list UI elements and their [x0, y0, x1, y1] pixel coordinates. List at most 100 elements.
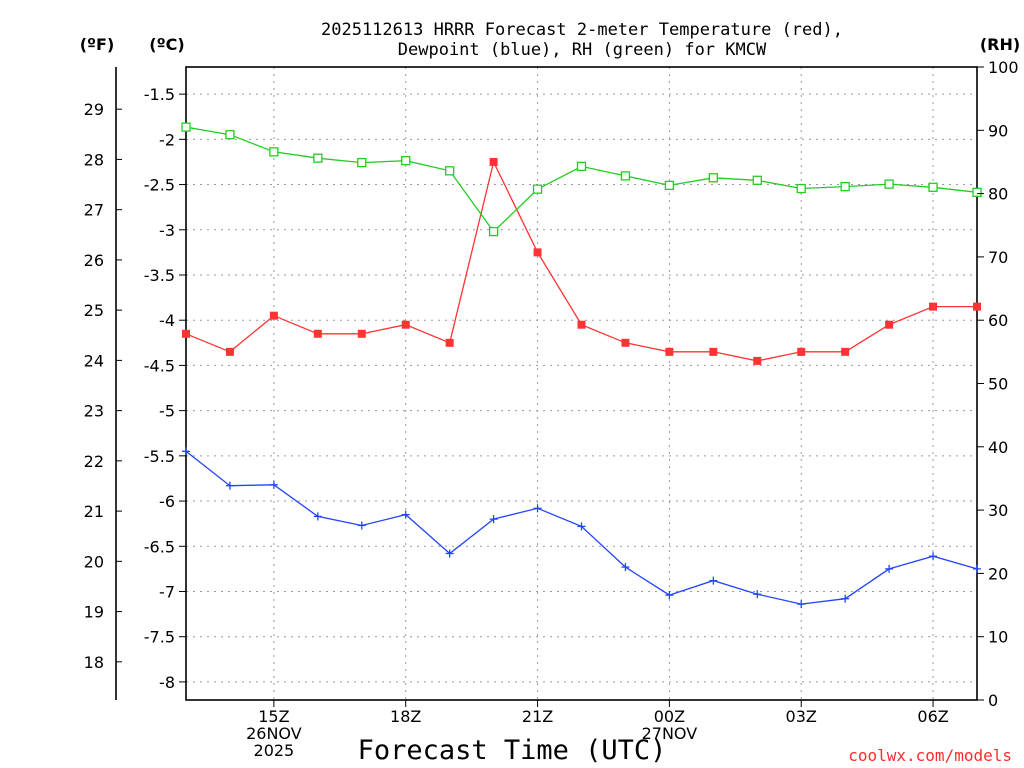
- fahrenheit-tick-label: 19: [84, 603, 104, 622]
- relative-humidity-point: [313, 153, 323, 163]
- 2-meter-temperature-point: [885, 320, 894, 329]
- rh-tick-label: 20: [988, 564, 1008, 583]
- dewpoint-point: [577, 522, 586, 531]
- celsius-tick-label: -7.5: [144, 628, 175, 647]
- dewpoint-point: [182, 447, 190, 456]
- dewpoint-point: [973, 564, 981, 573]
- x-tick-label: 26NOV: [246, 724, 302, 743]
- fahrenheit-tick-label: 20: [84, 552, 104, 571]
- x-tick-label: 03Z: [786, 707, 817, 726]
- 2-meter-temperature-point: [533, 248, 542, 257]
- rh-tick-label: 0: [988, 691, 998, 710]
- dewpoint-point: [269, 480, 278, 489]
- fahrenheit-tick-label: 25: [84, 301, 104, 320]
- 2-meter-temperature-point: [753, 356, 762, 365]
- 2-meter-temperature-point: [313, 329, 322, 338]
- relative-humidity-point: [884, 179, 894, 189]
- fahrenheit-tick-label: 24: [84, 351, 104, 370]
- relative-humidity-point: [708, 173, 718, 183]
- celsius-tick-label: -2.5: [144, 176, 175, 195]
- relative-humidity-point: [664, 180, 675, 191]
- 2-meter-temperature-point: [401, 320, 410, 329]
- 2-meter-temperature-line: [185, 160, 977, 362]
- celsius-tick-label: -7: [159, 582, 175, 601]
- relative-humidity-point: [576, 161, 587, 172]
- celsius-tick-label: -5: [159, 402, 175, 421]
- fahrenheit-tick-label: 29: [84, 100, 104, 119]
- gridlines: [186, 67, 977, 700]
- relative-humidity-point: [401, 156, 411, 166]
- 2-meter-temperature-point: [445, 338, 454, 347]
- x-tick-label: 2025: [254, 741, 295, 760]
- x-axis-label: Forecast Time (UTC): [358, 735, 667, 766]
- dewpoint-point: [841, 594, 850, 603]
- x-tick-label: 00Z: [654, 707, 685, 726]
- dewpoint-point: [797, 600, 806, 609]
- dewpoint-point: [313, 512, 322, 521]
- fahrenheit-tick-label: 26: [84, 251, 104, 270]
- celsius-tick-label: -4.5: [144, 356, 175, 375]
- relative-humidity-point: [488, 226, 499, 237]
- rh-tick-label: 10: [988, 628, 1008, 647]
- rh-tick-label: 30: [988, 501, 1008, 520]
- relative-humidity-point: [796, 183, 806, 194]
- 2-meter-temperature-point: [665, 347, 674, 356]
- relative-humidity-point: [225, 130, 235, 140]
- rh-tick-label: 80: [988, 185, 1008, 204]
- dewpoint-point: [533, 504, 542, 513]
- celsius-tick-label: -4: [159, 311, 175, 330]
- relative-humidity-point: [972, 187, 982, 197]
- dewpoint-point: [401, 510, 410, 519]
- dewpoint-point: [445, 549, 454, 558]
- rh-tick-label: 50: [988, 375, 1008, 394]
- rh-tick-label: 70: [988, 248, 1008, 267]
- fahrenheit-tick-label: 18: [84, 653, 104, 672]
- relative-humidity-point: [840, 181, 850, 192]
- 2-meter-temperature-point: [973, 302, 981, 311]
- fahrenheit-tick-label: 22: [84, 452, 104, 471]
- relative-humidity-point: [928, 182, 938, 192]
- fahrenheit-tick-label: 23: [84, 402, 104, 421]
- celsius-tick-label: -5.5: [144, 447, 175, 466]
- series-layer: [181, 122, 982, 609]
- rh-tick-label: 90: [988, 121, 1008, 140]
- rh-tick-label: 100: [988, 58, 1019, 77]
- relative-humidity-point: [620, 171, 631, 181]
- relative-humidity-point: [269, 147, 279, 157]
- 2-meter-temperature-point: [709, 347, 718, 356]
- rh-tick-label: 60: [988, 311, 1008, 330]
- 2-meter-temperature-point: [182, 329, 190, 338]
- dewpoint-point: [357, 521, 366, 530]
- x-tick-label: 21Z: [522, 707, 553, 726]
- 2-meter-temperature-point: [841, 347, 850, 356]
- 2-meter-temperature-point: [577, 320, 586, 329]
- celsius-tick-label: -8: [159, 673, 175, 692]
- celsius-tick-label: -3: [159, 221, 175, 240]
- 2-meter-temperature-point: [797, 347, 806, 356]
- x-tick-label: 18Z: [390, 707, 421, 726]
- 2-meter-temperature-point: [269, 311, 278, 320]
- 2-meter-temperature-point: [489, 157, 498, 166]
- relative-humidity-point: [532, 184, 543, 194]
- 2-meter-temperature-point: [225, 347, 234, 356]
- 2-meter-temperature-point: [929, 302, 938, 311]
- dewpoint-point: [753, 590, 762, 599]
- dewpoint-point: [489, 515, 498, 524]
- x-tick-label: 27NOV: [642, 724, 698, 743]
- celsius-tick-label: -6.5: [144, 537, 175, 556]
- fahrenheit-tick-label: 27: [84, 201, 104, 220]
- relative-humidity-point: [181, 122, 191, 132]
- dewpoint-point: [621, 563, 630, 572]
- dewpoint-point: [709, 576, 718, 585]
- rh-tick-label: 40: [988, 438, 1008, 457]
- relative-humidity-point: [445, 166, 455, 176]
- rh-unit-label: (RH): [980, 35, 1020, 54]
- x-tick-label: 06Z: [917, 707, 948, 726]
- celsius-tick-label: -2: [159, 130, 175, 149]
- tick-layer: -1.5 -2 -2.5 -3 -3.5 -4 -4.5 -5 -5.5 -6 -6.5 -7 -7.5…: [84, 58, 1019, 760]
- dewpoint-point: [929, 552, 938, 561]
- 2-meter-temperature-point: [357, 329, 366, 338]
- x-tick-label: 15Z: [258, 707, 289, 726]
- fahrenheit-unit-label: (ºF): [80, 35, 115, 54]
- relative-humidity-line: [185, 126, 978, 233]
